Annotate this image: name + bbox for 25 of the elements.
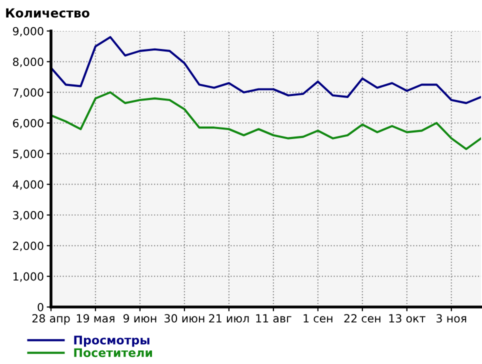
y-tick-label: 7,000 xyxy=(13,88,44,98)
y-tick-label: 2,000 xyxy=(13,242,44,252)
y-tick-label: 4,000 xyxy=(12,180,44,190)
y-tick-label: 3,000 xyxy=(13,210,44,221)
x-tick-label: 3 ноя xyxy=(436,314,466,323)
x-tick-label: 11 авг xyxy=(256,314,292,323)
y-tick-label: 9,000 xyxy=(12,26,44,37)
y-tick-label: 1,000 xyxy=(13,272,44,282)
x-tick-label: 19 мая xyxy=(76,314,114,323)
x-tick-label: 30 июн xyxy=(164,314,204,323)
y-tick-label: 5,000 xyxy=(13,150,44,160)
legend-label: Просмотры xyxy=(74,336,150,347)
legend-label: Посетители xyxy=(74,348,152,358)
line-series xyxy=(51,91,482,150)
x-tick-label: 28 апр xyxy=(32,314,70,325)
chart-title: Количество xyxy=(6,8,90,18)
line-series xyxy=(51,36,482,104)
x-tick-label: 21 июл xyxy=(209,314,249,323)
y-tick-label: 8,000 xyxy=(13,58,44,68)
y-tick-label: 0 xyxy=(38,302,44,312)
x-tick-label: 1 сен xyxy=(304,314,332,323)
x-tick-label: 22 сен xyxy=(344,314,380,323)
y-tick-label: 6,000 xyxy=(13,118,44,129)
x-tick-label: 13 окт xyxy=(389,314,426,323)
x-tick-label: 9 июн xyxy=(123,314,156,323)
